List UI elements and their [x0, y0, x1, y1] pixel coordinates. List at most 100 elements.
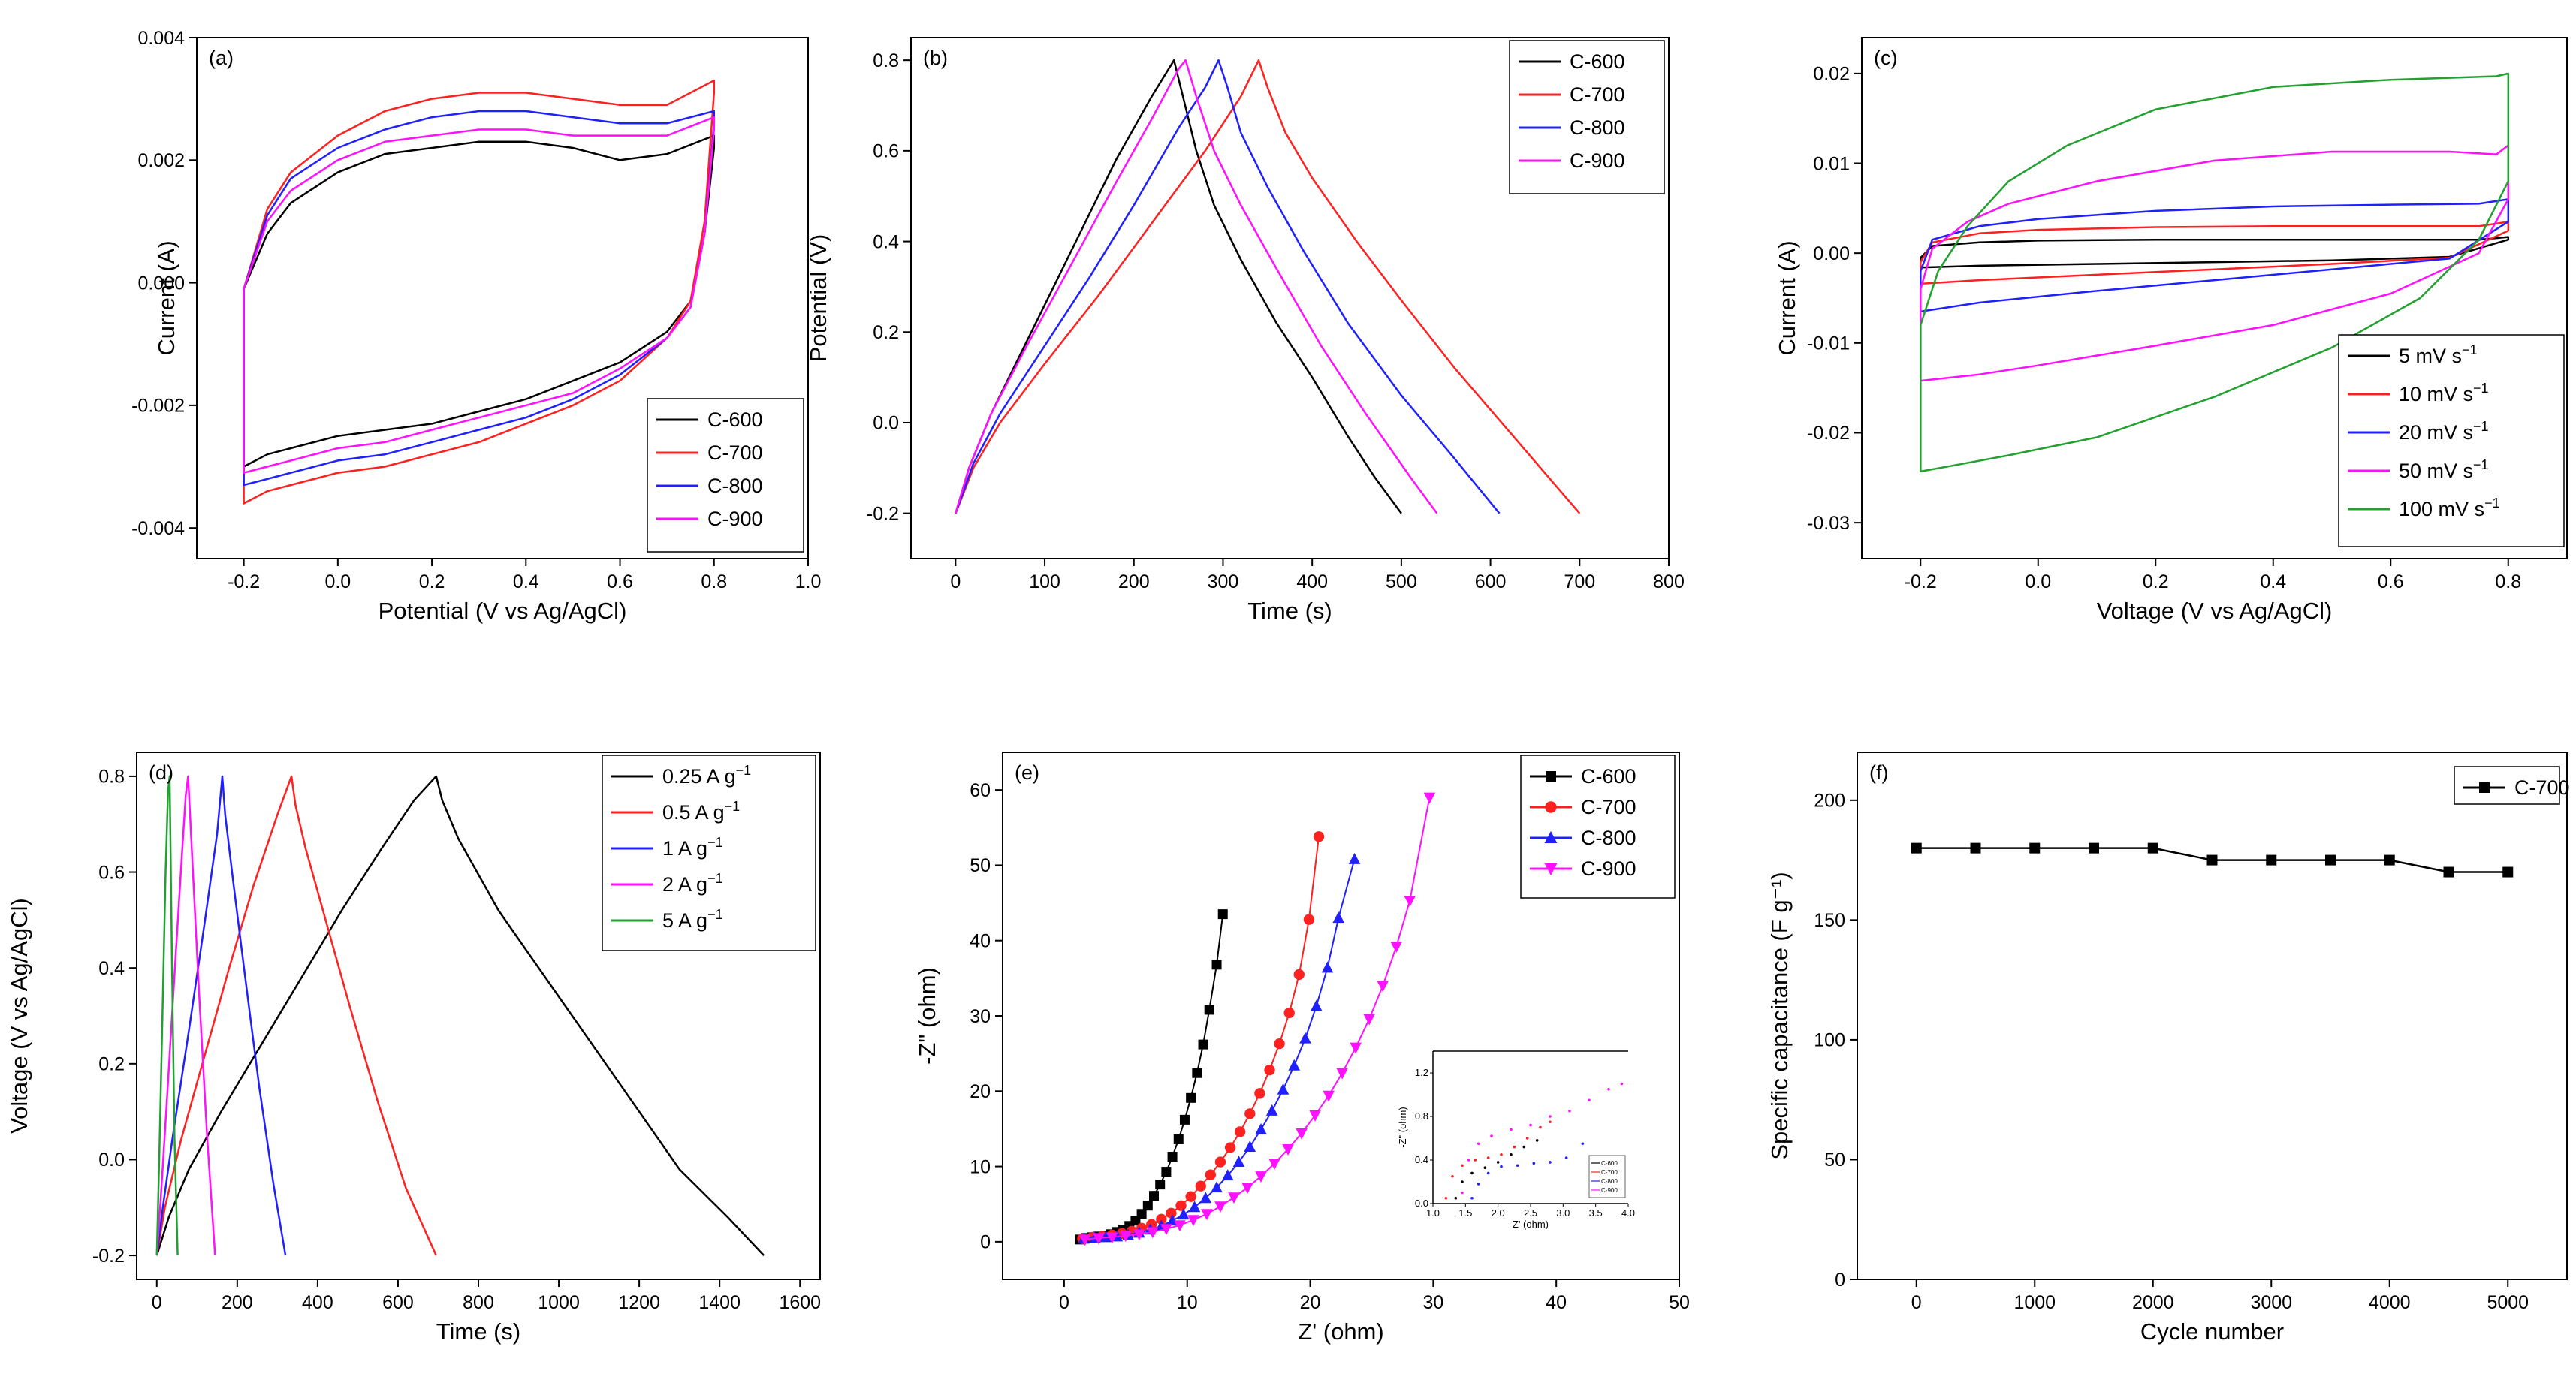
data-point [1390, 942, 1403, 954]
x-tick-label: -0.2 [228, 571, 260, 592]
chart-panel-f: 0 1000 2000 3000 4000 5000 0 50 100 150 200 Cycle n… [1766, 752, 2570, 1345]
y-tick-label: -0.03 [1807, 513, 1850, 534]
series-line [243, 79, 716, 505]
data-point [2089, 842, 2099, 854]
data-point [1336, 1068, 1348, 1080]
y-tick-label: -0.004 [131, 518, 185, 539]
y-axis-label: Current (A) [153, 240, 179, 355]
x-tick-label: 20 [1300, 1292, 1321, 1313]
data-point [1277, 1083, 1290, 1095]
data-point [1167, 1152, 1178, 1162]
data-point [1205, 1169, 1217, 1180]
y-tick-label: 0.000 [137, 273, 185, 294]
data-point [1404, 896, 1416, 908]
x-tick-label: 0.0 [2025, 571, 2051, 592]
data-point [1296, 1128, 1308, 1140]
x-tick-label: 0 [1911, 1292, 1922, 1313]
x-tick-label: 10 [1177, 1292, 1198, 1313]
data-point [1195, 1180, 1206, 1192]
x-tick-label: 50 [1669, 1292, 1690, 1313]
inset-data-point [1525, 1137, 1529, 1140]
data-point [1214, 1156, 1226, 1168]
y-tick-label: 0.8 [98, 767, 125, 788]
inset-data-point [1444, 1196, 1448, 1200]
series-line [955, 59, 1501, 514]
y-tick-label: 20 [970, 1081, 991, 1102]
y-tick-label: 0.01 [1813, 153, 1850, 174]
inset-data-point [1486, 1171, 1490, 1175]
y-tick-label: 0.2 [98, 1054, 125, 1075]
data-point [1136, 1209, 1147, 1219]
legend-entry: C-600 [707, 408, 763, 431]
data-point [1255, 1171, 1267, 1183]
data-point [1348, 852, 1361, 864]
inset-data-point [1451, 1174, 1454, 1178]
x-tick-label: 0.4 [513, 571, 539, 592]
y-tick-label: 0.6 [873, 141, 899, 162]
x-tick-label: 600 [1475, 571, 1507, 592]
legend-marker [2479, 782, 2490, 793]
inset-data-point [1483, 1166, 1487, 1169]
inset-y-tick-label: 0.4 [1415, 1154, 1428, 1165]
data-point [1214, 1201, 1226, 1213]
series-line [155, 775, 216, 1256]
data-point [1264, 1065, 1275, 1076]
data-point [1179, 1114, 1190, 1125]
inset-legend-entry: C-800 [1601, 1178, 1618, 1185]
inset-data-point [1516, 1164, 1519, 1168]
data-point [2147, 842, 2158, 854]
legend-entry: C-800 [1581, 827, 1636, 849]
legend-entry: C-600 [1570, 50, 1625, 73]
y-tick-label: -0.2 [867, 503, 899, 524]
y-tick-label: 10 [970, 1156, 991, 1177]
data-point [1254, 1088, 1265, 1099]
legend-entry: C-900 [1570, 149, 1625, 172]
inset-data-point [1500, 1165, 1503, 1168]
chart-panel-b: 0 100 200 300 400 500 600 700 800 -0.2 0.0 0.2 0.4 0.… [805, 37, 1685, 624]
inset-y-axis-label: -Z" (ohm) [1397, 1107, 1408, 1147]
data-point [1332, 911, 1345, 924]
data-point [2029, 842, 2041, 854]
inset-data-point [1461, 1180, 1464, 1183]
data-point [1178, 1208, 1190, 1220]
legend-entry: C-700 [2514, 776, 2570, 799]
x-tick-label: 0.4 [2260, 571, 2286, 592]
inset-plot: 1.0 1.5 2.0 2.5 3.0 3.5 4.0 0.0 0.4 0.8 1.2 Z' (ohm… [1397, 1050, 1635, 1230]
x-axis-label: Cycle number [2140, 1318, 2284, 1345]
data-point [1293, 969, 1305, 980]
chart-panel-e: 0 10 20 30 40 50 0 10 20 30 40 50 60 Z' (ohm) -Z" (ohm… [914, 752, 1690, 1345]
legend-entry: C-800 [707, 475, 763, 497]
x-tick-label: 0 [950, 571, 961, 592]
y-tick-label: 200 [1814, 791, 1845, 812]
inset-data-point [1470, 1196, 1474, 1200]
data-point [1192, 1068, 1202, 1078]
x-tick-label: 300 [1208, 571, 1239, 592]
x-tick-label: 800 [1653, 571, 1685, 592]
y-tick-label: 40 [970, 930, 991, 951]
legend: C-600 C-700 C-800 C-900 [647, 398, 804, 553]
inset-data-point [1477, 1142, 1480, 1146]
chart-panel-a: -0.2 0.0 0.2 0.4 0.6 0.8 1.0 -0.004 -0.002 0.000 0… [131, 28, 821, 624]
inset-data-point [1467, 1159, 1470, 1162]
x-tick-label: -0.2 [1905, 571, 1937, 592]
plot-frame [1861, 37, 2568, 559]
inset-x-tick-label: 1.0 [1426, 1207, 1440, 1219]
legend-entry: 5 A g−1 [662, 907, 723, 932]
panel-label: (a) [209, 47, 234, 69]
data-point [1282, 1144, 1294, 1156]
inset-y-tick-label: 0.0 [1415, 1198, 1428, 1209]
inset-data-point [1454, 1196, 1458, 1200]
data-point [1244, 1108, 1256, 1119]
x-tick-label: 0 [1059, 1292, 1069, 1313]
x-tick-label: 400 [302, 1292, 333, 1313]
series-group [955, 59, 1581, 514]
inset-data-point [1568, 1109, 1571, 1113]
legend-marker [1545, 801, 1557, 813]
y-tick-label: 0.6 [98, 862, 125, 883]
y-tick-label: 0.00 [1813, 243, 1850, 264]
legend-marker [1544, 830, 1558, 843]
series-group [155, 775, 765, 1256]
x-tick-label: 1400 [698, 1292, 741, 1313]
inset-data-point [1477, 1183, 1480, 1186]
